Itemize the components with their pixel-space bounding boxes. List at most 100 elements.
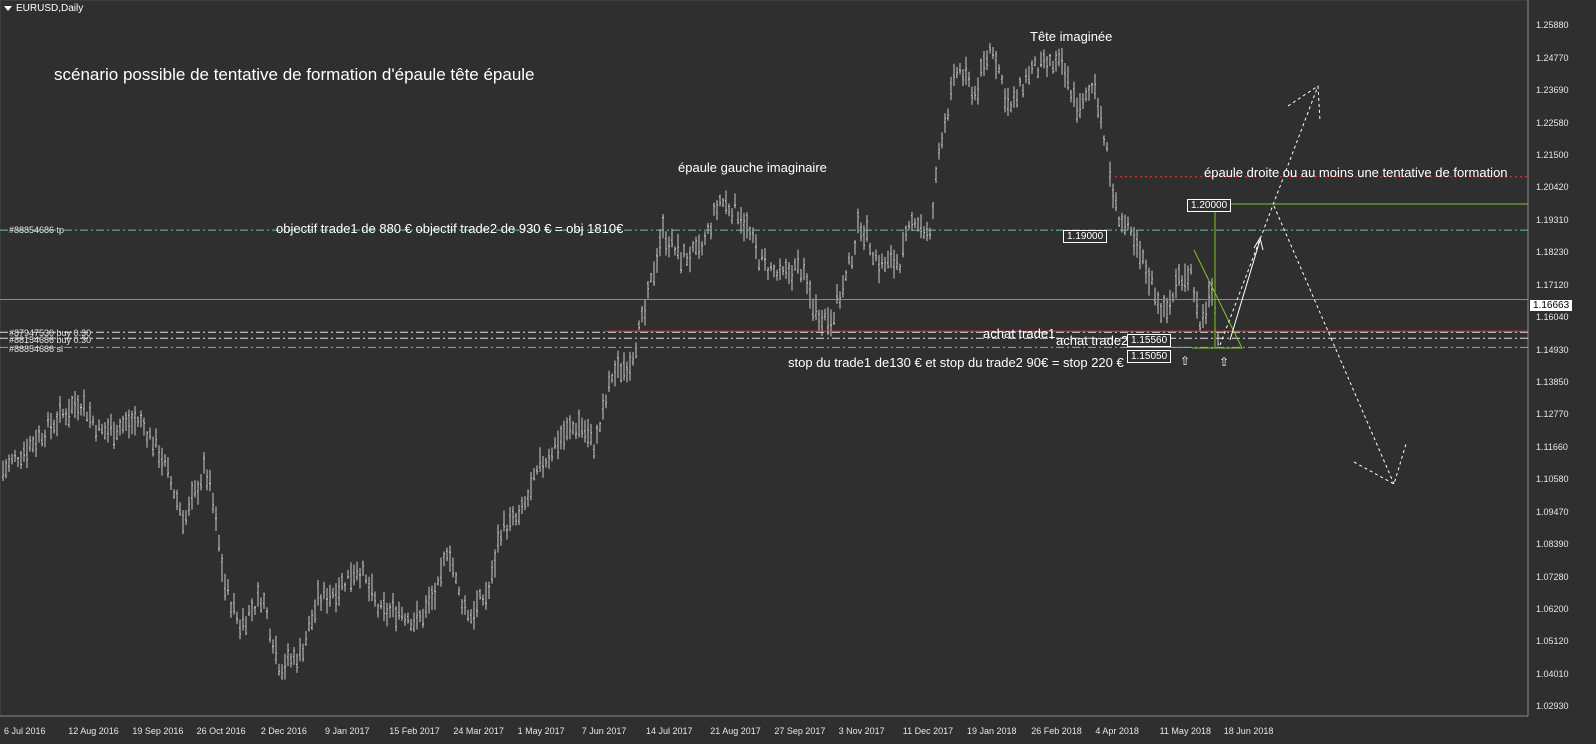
ohlc-bar xyxy=(101,423,103,435)
ohlc-bar xyxy=(371,573,373,602)
ohlc-bar xyxy=(41,432,43,447)
ohlc-bar xyxy=(935,166,937,184)
ohlc-bar xyxy=(593,444,595,459)
ohlc-bar xyxy=(941,132,943,149)
ohlc-bar xyxy=(950,76,952,101)
ohlc-bar xyxy=(947,108,949,121)
ohlc-bar xyxy=(335,583,337,613)
ohlc-bar xyxy=(170,475,172,491)
ohlc-bar xyxy=(68,398,70,428)
ohlc-bar xyxy=(245,616,247,636)
ohlc-bar xyxy=(932,201,934,220)
ohlc-bar xyxy=(704,231,706,246)
ohlc-bar xyxy=(377,603,379,618)
ohlc-bar xyxy=(221,553,223,582)
ohlc-bar xyxy=(1079,93,1081,119)
ohlc-bar xyxy=(266,607,268,620)
left-shoulder-label: épaule gauche imaginaire xyxy=(678,160,827,175)
ohlc-bar xyxy=(206,469,208,491)
ohlc-bar xyxy=(113,421,115,449)
sl-tag: #88854686 sl xyxy=(9,344,64,354)
ohlc-bar xyxy=(845,270,847,281)
ohlc-bar xyxy=(512,506,514,526)
dotted-up-arrowhead xyxy=(1287,85,1321,122)
ohlc-bar xyxy=(1187,265,1189,291)
ohlc-bar xyxy=(104,422,106,440)
ohlc-bar xyxy=(524,496,526,511)
ohlc-bar xyxy=(611,373,613,383)
ohlc-bar xyxy=(986,50,988,71)
ohlc-bar xyxy=(500,529,502,546)
ohlc-bar xyxy=(977,77,979,105)
ohlc-bar xyxy=(1139,240,1141,270)
ohlc-bar xyxy=(884,256,886,272)
ohlc-bar xyxy=(107,418,109,443)
ohlc-bar xyxy=(1202,304,1204,329)
scenario-title: scénario possible de tentative de format… xyxy=(54,65,535,84)
ohlc-bar xyxy=(308,615,310,632)
dotted-down-arrowhead xyxy=(1353,443,1407,485)
ohlc-bar xyxy=(305,631,307,646)
ohlc-bar xyxy=(332,587,334,599)
ohlc-bar xyxy=(422,608,424,628)
ohlc-bar xyxy=(26,438,28,468)
y-tick-label: 1.02930 xyxy=(1536,701,1569,711)
ohlc-bar xyxy=(740,206,742,234)
ohlc-bar xyxy=(80,403,82,416)
ohlc-bar xyxy=(863,225,865,251)
buy-price-box[interactable]: 1.15560 xyxy=(1127,334,1172,347)
ohlc-bar xyxy=(1091,82,1093,94)
ohlc-bar xyxy=(749,226,751,241)
ohlc-bar xyxy=(902,231,904,258)
ohlc-bar xyxy=(443,551,445,567)
x-tick-label: 18 Jun 2018 xyxy=(1223,726,1274,736)
x-tick-label: 15 Feb 2017 xyxy=(389,726,440,736)
ohlc-bar xyxy=(713,202,715,216)
ohlc-bar xyxy=(803,257,805,281)
ohlc-bar xyxy=(485,581,487,610)
dropdown-triangle-icon[interactable] xyxy=(4,5,12,11)
ohlc-bar xyxy=(944,113,946,133)
ohlc-bar xyxy=(227,579,229,596)
sl-price-box[interactable]: 1.15050 xyxy=(1127,350,1172,363)
ohlc-bar xyxy=(428,586,430,614)
ohlc-bar xyxy=(320,594,322,612)
ohlc-bar xyxy=(1199,321,1201,332)
ohlc-bar xyxy=(491,560,493,584)
ohlc-bar xyxy=(1088,84,1090,101)
ohlc-bar xyxy=(11,453,13,465)
ohlc-bar xyxy=(833,311,835,325)
ohlc-bar xyxy=(38,425,40,443)
ohlc-bar xyxy=(407,612,409,624)
target-price-box[interactable]: 1.20000 xyxy=(1187,199,1232,212)
ohlc-bar xyxy=(617,350,619,379)
ohlc-bar xyxy=(440,557,442,587)
ohlc-bar xyxy=(794,258,796,271)
ohlc-bar xyxy=(89,401,91,429)
ohlc-bar xyxy=(893,249,895,279)
up-arrow-icon: ⇧ xyxy=(1180,354,1191,368)
ohlc-bar xyxy=(47,411,49,428)
ohlc-bar xyxy=(680,252,682,274)
ohlc-bar xyxy=(584,420,586,443)
ohlc-bar xyxy=(683,243,685,258)
ohlc-bar xyxy=(608,370,610,393)
ohlc-bar xyxy=(1004,88,1006,113)
ohlc-bar xyxy=(425,595,427,618)
ohlc-bar xyxy=(881,253,883,269)
ohlc-bar xyxy=(719,194,721,207)
tp-price-box[interactable]: 1.19000 xyxy=(1063,230,1108,243)
ohlc-bar xyxy=(344,582,346,592)
ohlc-bar xyxy=(566,417,568,441)
ohlc-bar xyxy=(557,430,559,460)
ohlc-bar xyxy=(731,208,733,225)
ohlc-bar xyxy=(1160,302,1162,323)
ohlc-bar xyxy=(164,454,166,467)
right-shoulder-triangle xyxy=(1192,249,1243,349)
symbol-label[interactable]: EURUSD,Daily xyxy=(4,3,83,14)
ohlc-bar xyxy=(1151,270,1153,286)
ohlc-bar xyxy=(146,431,148,448)
ohlc-bar xyxy=(131,410,133,435)
ohlc-bar xyxy=(446,547,448,562)
